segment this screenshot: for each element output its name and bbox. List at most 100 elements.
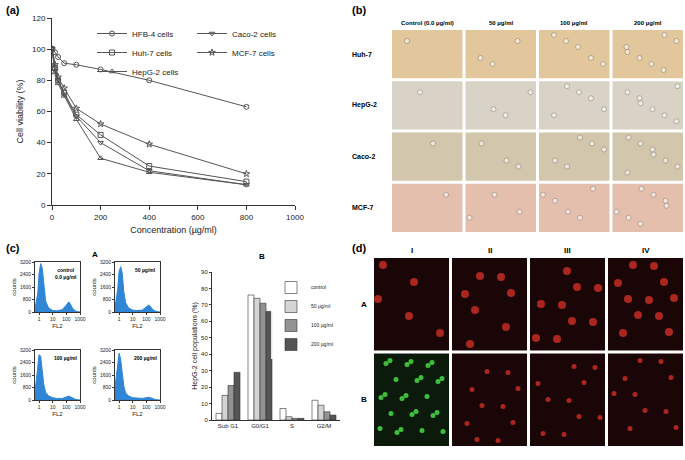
svg-text:Huh-7: Huh-7 xyxy=(352,51,372,58)
svg-text:100: 100 xyxy=(62,404,71,410)
svg-text:Huh-7 cells: Huh-7 cells xyxy=(132,49,172,58)
svg-text:1000: 1000 xyxy=(154,316,165,322)
svg-text:B: B xyxy=(259,252,265,261)
svg-text:1600: 1600 xyxy=(20,372,31,378)
svg-text:200 µg/ml: 200 µg/ml xyxy=(634,20,662,26)
svg-text:0: 0 xyxy=(28,309,31,315)
svg-text:1000: 1000 xyxy=(74,404,85,410)
svg-text:counts: counts xyxy=(91,278,97,296)
svg-text:0: 0 xyxy=(50,213,55,222)
svg-text:G0/G1: G0/G1 xyxy=(251,423,269,429)
svg-text:counts: counts xyxy=(11,366,17,384)
svg-text:10: 10 xyxy=(130,316,136,322)
svg-text:20: 20 xyxy=(36,170,45,179)
svg-text:control: control xyxy=(311,284,326,290)
svg-text:200 µg/ml: 200 µg/ml xyxy=(134,355,158,361)
svg-text:2400: 2400 xyxy=(20,271,31,277)
svg-text:Concentration (µg/ml): Concentration (µg/ml) xyxy=(130,225,217,235)
svg-text:50: 50 xyxy=(201,335,208,341)
svg-text:(a): (a) xyxy=(6,4,20,16)
svg-text:0: 0 xyxy=(41,201,46,210)
svg-text:2400: 2400 xyxy=(100,271,111,277)
svg-text:1: 1 xyxy=(38,404,41,410)
svg-text:1: 1 xyxy=(38,316,41,322)
svg-text:100 µg/ml: 100 µg/ml xyxy=(54,355,78,361)
svg-text:HepG-2 cell populations (%): HepG-2 cell populations (%) xyxy=(191,302,199,390)
svg-text:II: II xyxy=(488,246,492,255)
svg-text:50 µg/ml: 50 µg/ml xyxy=(135,267,156,273)
svg-text:(b): (b) xyxy=(352,4,366,16)
svg-text:3200: 3200 xyxy=(100,259,111,265)
svg-text:HepG-2: HepG-2 xyxy=(352,101,377,109)
svg-text:100: 100 xyxy=(142,316,151,322)
svg-text:FL2: FL2 xyxy=(132,323,143,329)
svg-text:G2/M: G2/M xyxy=(317,423,332,429)
svg-text:B: B xyxy=(361,395,367,404)
svg-text:FL2: FL2 xyxy=(52,411,63,417)
svg-text:IV: IV xyxy=(642,246,650,255)
svg-text:FL2: FL2 xyxy=(132,411,143,417)
svg-text:800: 800 xyxy=(23,296,32,302)
svg-text:120: 120 xyxy=(32,14,46,23)
svg-text:50 µg/ml: 50 µg/ml xyxy=(311,303,330,309)
svg-text:100 µg/ml: 100 µg/ml xyxy=(560,20,588,26)
svg-text:20: 20 xyxy=(201,384,208,390)
svg-text:1000: 1000 xyxy=(74,316,85,322)
svg-text:2400: 2400 xyxy=(100,359,111,365)
svg-text:Caco-2: Caco-2 xyxy=(352,153,375,160)
svg-text:FL2: FL2 xyxy=(52,323,63,329)
svg-text:HFB-4 cells: HFB-4 cells xyxy=(132,30,173,39)
svg-text:Sub G1: Sub G1 xyxy=(218,423,239,429)
svg-text:0: 0 xyxy=(28,397,31,403)
svg-text:200 µg/ml: 200 µg/ml xyxy=(311,341,333,347)
svg-text:S: S xyxy=(290,423,294,429)
svg-text:80: 80 xyxy=(201,286,208,292)
svg-text:800: 800 xyxy=(240,213,254,222)
svg-text:1000: 1000 xyxy=(154,404,165,410)
svg-text:1: 1 xyxy=(118,316,121,322)
svg-text:10: 10 xyxy=(130,404,136,410)
svg-text:400: 400 xyxy=(143,213,157,222)
svg-text:100 µg/ml: 100 µg/ml xyxy=(311,322,333,328)
svg-text:10: 10 xyxy=(50,404,56,410)
svg-text:1: 1 xyxy=(118,404,121,410)
svg-text:(c): (c) xyxy=(6,242,20,254)
svg-text:40: 40 xyxy=(36,138,45,147)
svg-text:100: 100 xyxy=(142,404,151,410)
svg-text:30: 30 xyxy=(201,368,208,374)
svg-text:80: 80 xyxy=(36,76,45,85)
svg-text:1600: 1600 xyxy=(20,284,31,290)
svg-text:0: 0 xyxy=(204,417,208,423)
svg-text:200: 200 xyxy=(94,213,108,222)
svg-text:3200: 3200 xyxy=(100,347,111,353)
svg-text:800: 800 xyxy=(23,384,32,390)
svg-text:10: 10 xyxy=(50,316,56,322)
svg-text:Cell viability (%): Cell viability (%) xyxy=(15,79,25,143)
svg-text:90: 90 xyxy=(201,269,208,275)
svg-text:MCF-7 cells: MCF-7 cells xyxy=(232,49,275,58)
svg-text:0: 0 xyxy=(108,309,111,315)
svg-text:III: III xyxy=(564,246,571,255)
svg-text:100: 100 xyxy=(32,45,46,54)
svg-text:(d): (d) xyxy=(352,242,366,254)
svg-text:A: A xyxy=(361,300,367,309)
svg-text:Caco-2 cells: Caco-2 cells xyxy=(232,30,276,39)
svg-text:1600: 1600 xyxy=(100,284,111,290)
svg-text:800: 800 xyxy=(103,296,112,302)
svg-text:3200: 3200 xyxy=(20,259,31,265)
svg-text:600: 600 xyxy=(191,213,205,222)
svg-text:10: 10 xyxy=(201,401,208,407)
svg-text:Control (0.0 µg/ml): Control (0.0 µg/ml) xyxy=(401,20,454,26)
svg-text:60: 60 xyxy=(201,318,208,324)
svg-text:1600: 1600 xyxy=(100,372,111,378)
svg-text:counts: counts xyxy=(11,278,17,296)
svg-text:1000: 1000 xyxy=(286,213,304,222)
svg-text:counts: counts xyxy=(91,366,97,384)
svg-text:800: 800 xyxy=(103,384,112,390)
svg-text:control0.0 µg/ml: control0.0 µg/ml xyxy=(55,267,77,280)
svg-text:0: 0 xyxy=(108,397,111,403)
svg-text:3200: 3200 xyxy=(20,347,31,353)
svg-text:MCF-7: MCF-7 xyxy=(352,204,373,211)
svg-text:60: 60 xyxy=(36,107,45,116)
svg-text:A: A xyxy=(92,250,98,259)
